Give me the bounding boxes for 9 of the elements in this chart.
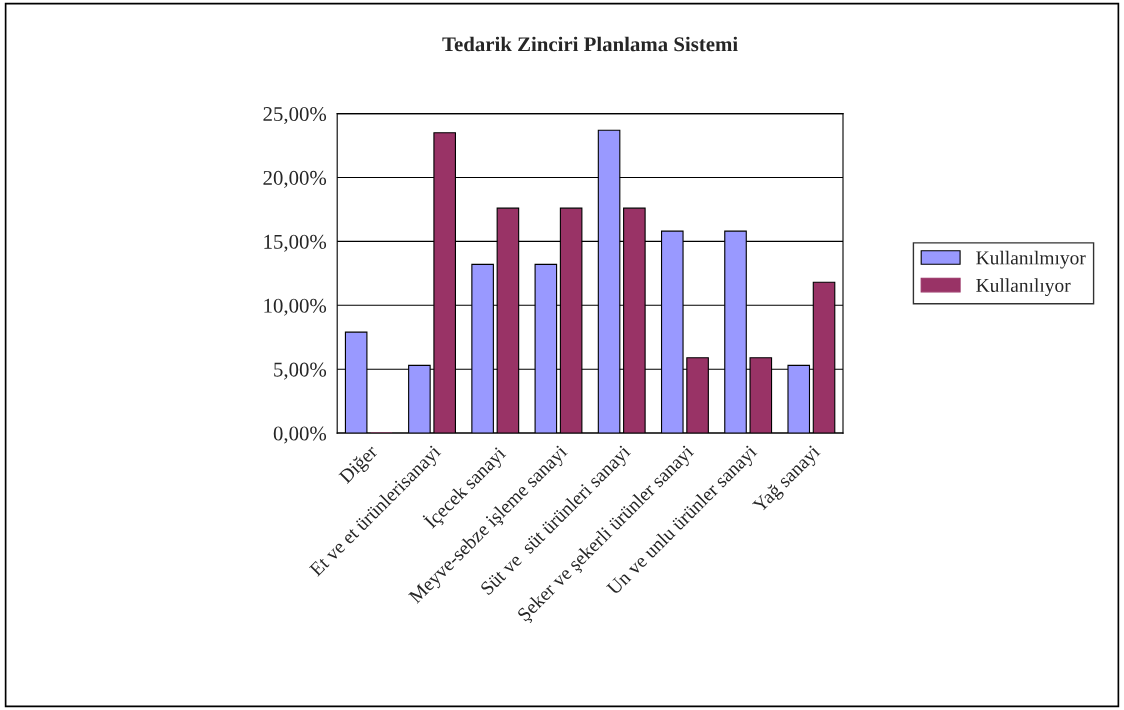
legend-label: Kullanılmıyor xyxy=(976,250,1086,269)
y-tick-label: 5,00% xyxy=(274,362,327,380)
y-tick-label: 20,00% xyxy=(263,170,327,188)
y-tick-label: 0,00% xyxy=(273,426,327,444)
chart-title: Tedarik Zinciri Planlama Sistemi xyxy=(442,36,738,52)
y-tick-label: 10,00% xyxy=(264,298,327,316)
y-tick-label: 15,00% xyxy=(264,234,327,252)
legend-label: Kullanılıyor xyxy=(976,278,1071,297)
y-tick-label: 25,00% xyxy=(263,106,327,125)
